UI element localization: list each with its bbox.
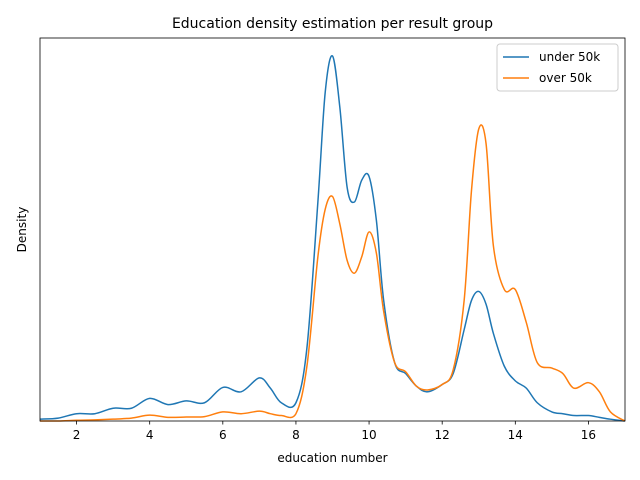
series-layer	[39, 55, 626, 422]
x-axis-label: education number	[277, 451, 387, 465]
chart-title: Education density estimation per result …	[172, 16, 493, 32]
legend-label: under 50k	[539, 50, 600, 64]
series-line-over-50k	[39, 124, 626, 422]
x-tick-label: 4	[146, 428, 154, 442]
legend-label: over 50k	[539, 71, 592, 85]
y-axis-label: Density	[15, 207, 29, 253]
x-tick-label: 2	[73, 428, 81, 442]
x-tick-label: 6	[219, 428, 227, 442]
x-tick-label: 14	[508, 428, 523, 442]
x-tick-label: 8	[292, 428, 300, 442]
x-tick-label: 12	[435, 428, 450, 442]
series-line-under-50k	[39, 55, 626, 422]
legend-box	[496, 43, 619, 92]
x-tick-label: 10	[361, 428, 376, 442]
x-tick-label: 16	[581, 428, 596, 442]
legend: under 50k over 50k	[496, 43, 619, 92]
plot-frame	[39, 37, 626, 422]
x-axis: 2 4 6 8 10 12 14 16	[73, 421, 596, 442]
plot-area	[39, 37, 626, 422]
